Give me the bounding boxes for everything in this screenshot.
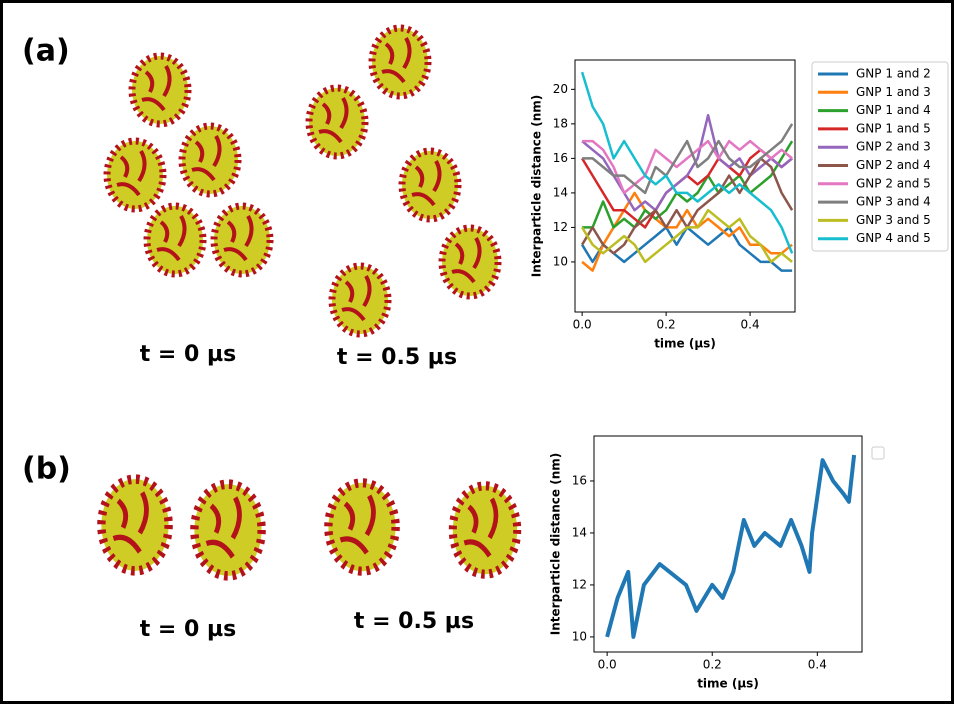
empty-legend: [871, 446, 885, 460]
legend-label: GNP 4 and 5: [856, 231, 931, 245]
y-tick-label: 10: [572, 629, 587, 643]
legend-label: GNP 1 and 2: [856, 67, 931, 81]
legend-label: GNP 2 and 4: [856, 158, 931, 172]
plot-frame: [593, 435, 863, 653]
panel-label: (a): [22, 34, 70, 69]
y-tick-label: 14: [553, 185, 568, 199]
series-line: [580, 71, 794, 254]
plot-frame: [574, 59, 796, 313]
x-tick-label: 0.0: [598, 658, 617, 672]
x-tick-label: 0.4: [808, 658, 827, 672]
caption: t = 0 µs: [140, 342, 237, 367]
x-axis-label: time (μs): [697, 677, 759, 691]
caption: t = 0.5 µs: [354, 609, 474, 634]
x-tick-label: 0.0: [573, 318, 592, 332]
legend-label: GNP 3 and 4: [856, 195, 931, 209]
legend-label: GNP 1 and 3: [856, 85, 931, 99]
caption: t = 0 µs: [140, 617, 237, 642]
legend-label: GNP 3 and 5: [856, 213, 931, 227]
panel-label: (b): [22, 452, 71, 487]
y-tick-label: 16: [572, 473, 587, 487]
legend-label: GNP 2 and 5: [856, 176, 931, 190]
x-axis-label: time (μs): [654, 337, 716, 351]
y-tick-label: 18: [553, 116, 568, 130]
y-axis-label: Interparticle distance (nm): [549, 453, 563, 635]
y-axis-label: Interparticle distance (nm): [530, 95, 544, 277]
y-tick-label: 20: [553, 82, 568, 96]
x-tick-label: 0.2: [657, 318, 676, 332]
series-line: [582, 123, 794, 195]
legend-label: GNP 1 and 4: [856, 103, 931, 117]
legend-label: GNP 1 and 5: [856, 121, 931, 135]
legend-label: GNP 2 and 3: [856, 140, 931, 154]
series-line: [581, 208, 793, 264]
y-tick-label: 14: [572, 525, 587, 539]
y-tick-label: 10: [553, 254, 568, 268]
series-line: [581, 191, 793, 272]
y-tick-label: 12: [572, 577, 587, 591]
caption: t = 0.5 µs: [337, 345, 457, 370]
y-tick-label: 16: [553, 151, 568, 165]
x-tick-label: 0.2: [703, 658, 722, 672]
series-line: [581, 113, 793, 212]
x-tick-label: 0.4: [741, 318, 760, 332]
series-line: [582, 140, 794, 229]
series-line: [605, 454, 857, 639]
y-tick-label: 12: [553, 220, 568, 234]
